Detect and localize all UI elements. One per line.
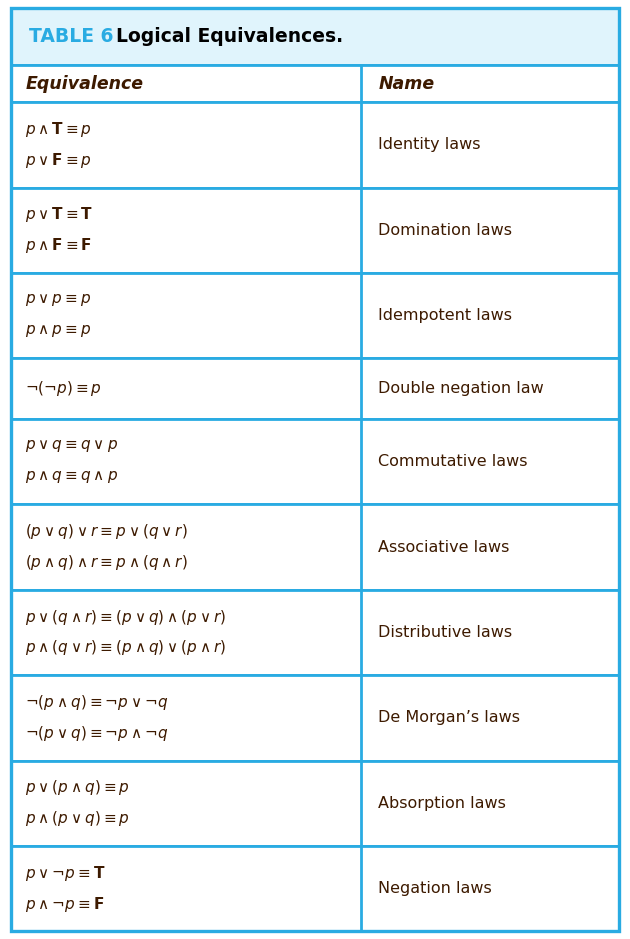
Text: TABLE 6: TABLE 6 bbox=[29, 27, 113, 46]
Text: Equivalence: Equivalence bbox=[25, 75, 143, 93]
Text: $\neg(p \vee q) \equiv \neg p \wedge \neg q$: $\neg(p \vee q) \equiv \neg p \wedge \ne… bbox=[25, 724, 168, 743]
Text: $p \wedge \mathbf{F} \equiv \mathbf{F}$: $p \wedge \mathbf{F} \equiv \mathbf{F}$ bbox=[25, 236, 92, 255]
Bar bbox=[11, 419, 619, 504]
Bar bbox=[11, 590, 619, 675]
Text: $p \vee \neg p \equiv \mathbf{T}$: $p \vee \neg p \equiv \mathbf{T}$ bbox=[25, 864, 106, 883]
Text: $p \vee q \equiv q \vee p$: $p \vee q \equiv q \vee p$ bbox=[25, 439, 118, 454]
Text: $p \wedge p \equiv p$: $p \wedge p \equiv p$ bbox=[25, 323, 91, 339]
Bar bbox=[11, 273, 619, 359]
Text: $(p \vee q) \vee r \equiv p \vee (q \vee r)$: $(p \vee q) \vee r \equiv p \vee (q \vee… bbox=[25, 522, 188, 541]
Bar bbox=[11, 846, 619, 931]
Text: Double negation law: Double negation law bbox=[378, 381, 544, 396]
Bar bbox=[11, 675, 619, 761]
Text: Name: Name bbox=[378, 75, 434, 93]
Bar bbox=[11, 188, 619, 273]
Text: $p \vee (q \wedge r) \equiv (p \vee q) \wedge (p \vee r)$: $p \vee (q \wedge r) \equiv (p \vee q) \… bbox=[25, 608, 227, 626]
Text: Associative laws: Associative laws bbox=[378, 540, 510, 555]
Text: Negation laws: Negation laws bbox=[378, 882, 492, 897]
Text: $p \vee (p \wedge q) \equiv p$: $p \vee (p \wedge q) \equiv p$ bbox=[25, 778, 130, 797]
Text: $p \vee \mathbf{T} \equiv \mathbf{T}$: $p \vee \mathbf{T} \equiv \mathbf{T}$ bbox=[25, 206, 93, 224]
Text: $\neg(p \wedge q) \equiv \neg p \vee \neg q$: $\neg(p \wedge q) \equiv \neg p \vee \ne… bbox=[25, 693, 168, 712]
Text: $(p \wedge q) \wedge r \equiv p \wedge (q \wedge r)$: $(p \wedge q) \wedge r \equiv p \wedge (… bbox=[25, 553, 188, 572]
Text: $p \wedge \neg p \equiv \mathbf{F}$: $p \wedge \neg p \equiv \mathbf{F}$ bbox=[25, 895, 105, 914]
Text: $p \wedge q \equiv q \wedge p$: $p \wedge q \equiv q \wedge p$ bbox=[25, 470, 118, 485]
Text: Commutative laws: Commutative laws bbox=[378, 454, 528, 470]
Text: $p \wedge \mathbf{T} \equiv p$: $p \wedge \mathbf{T} \equiv p$ bbox=[25, 120, 92, 139]
Text: $\neg(\neg p) \equiv p$: $\neg(\neg p) \equiv p$ bbox=[25, 379, 102, 398]
Bar bbox=[11, 761, 619, 846]
Text: $p \wedge (p \vee q) \equiv p$: $p \wedge (p \vee q) \equiv p$ bbox=[25, 809, 130, 828]
Text: Distributive laws: Distributive laws bbox=[378, 625, 512, 640]
Bar bbox=[11, 66, 619, 102]
Text: $p \wedge (q \vee r) \equiv (p \wedge q) \vee (p \wedge r)$: $p \wedge (q \vee r) \equiv (p \wedge q)… bbox=[25, 639, 227, 657]
Text: Domination laws: Domination laws bbox=[378, 223, 512, 238]
Text: Identity laws: Identity laws bbox=[378, 137, 481, 152]
Text: Logical Equivalences.: Logical Equivalences. bbox=[103, 27, 343, 46]
Bar bbox=[11, 504, 619, 590]
Text: $p \vee p \equiv p$: $p \vee p \equiv p$ bbox=[25, 292, 91, 308]
Text: De Morgan’s laws: De Morgan’s laws bbox=[378, 711, 520, 726]
Text: $p \vee \mathbf{F} \equiv p$: $p \vee \mathbf{F} \equiv p$ bbox=[25, 150, 92, 170]
Text: Absorption laws: Absorption laws bbox=[378, 796, 506, 811]
Bar bbox=[11, 102, 619, 188]
Bar bbox=[11, 8, 619, 66]
Bar bbox=[11, 359, 619, 419]
Text: Idempotent laws: Idempotent laws bbox=[378, 308, 512, 323]
